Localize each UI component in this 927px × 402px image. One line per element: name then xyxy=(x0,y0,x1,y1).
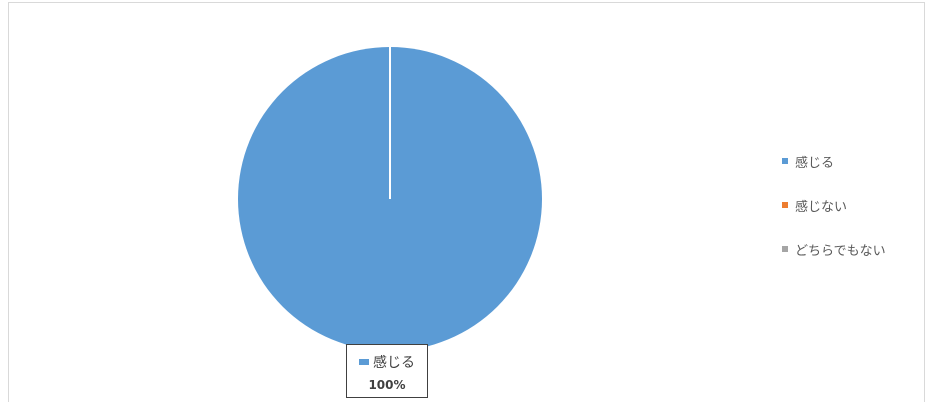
data-label-category-row: 感じる xyxy=(347,352,427,372)
legend-item-kanjinai: 感じない xyxy=(782,194,922,216)
legend-label-dochiradem: どちらでもない xyxy=(795,243,886,259)
legend-label-kanjiru: 感じる xyxy=(795,155,835,171)
legend-swatch-kanjinai xyxy=(782,202,788,208)
data-label-kanjiru: 感じる 100% xyxy=(346,344,428,398)
data-label-value: 100% xyxy=(368,378,406,392)
legend: 感じる 感じない どちらでもない xyxy=(782,150,922,282)
legend-swatch-kanjiru xyxy=(782,158,788,164)
data-label-swatch xyxy=(359,359,369,365)
data-label-category: 感じる xyxy=(373,355,415,371)
chart-frame xyxy=(8,2,925,402)
legend-label-kanjinai: 感じない xyxy=(795,199,848,215)
legend-item-kanjiru: 感じる xyxy=(782,150,922,172)
legend-swatch-dochiradem xyxy=(782,246,788,252)
legend-item-dochiradem: どちらでもない xyxy=(782,238,922,260)
